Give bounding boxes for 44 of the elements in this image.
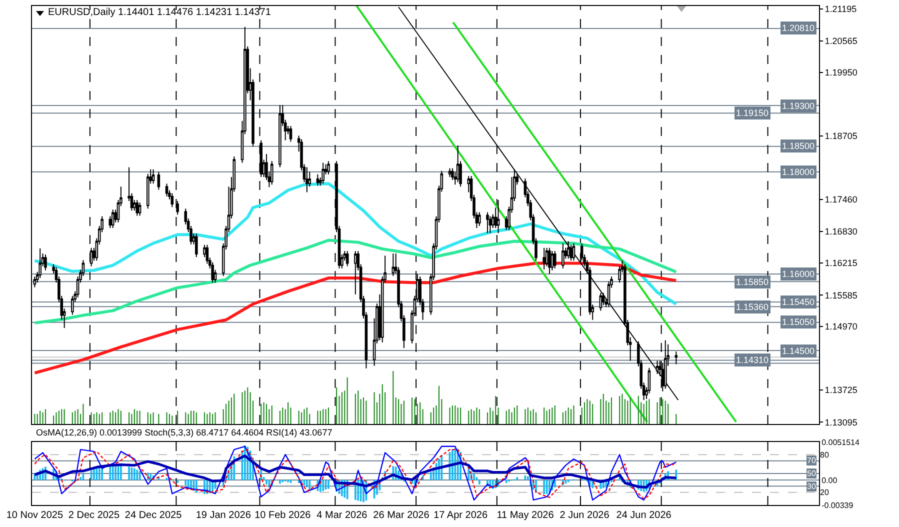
x-tick-label: 10 Feb 2026	[254, 510, 312, 521]
x-tick-label: 19 Jan 2026	[196, 510, 252, 521]
ref-line-label: 1.14500	[782, 346, 815, 356]
y-tick-label: 1.21195	[824, 4, 857, 14]
x-tick-label: 10 Nov 2025	[6, 510, 64, 521]
y-tick-label: 1.19950	[824, 68, 858, 78]
y-tick-label: 1.20565	[824, 36, 858, 46]
x-tick-label: 2 Jun 2026	[560, 510, 610, 521]
y-tick-label: 1.17460	[824, 194, 858, 205]
x-tick-label: 24 Jun 2026	[616, 510, 672, 521]
ref-line-label: 1.18000	[782, 167, 815, 177]
ref-line-label: 1.14310	[736, 355, 769, 365]
y2-tick-label: 20	[820, 488, 830, 498]
ref-line-label: 1.16000	[782, 269, 815, 279]
y-tick-label: 1.16830	[824, 226, 858, 237]
chart-title: EURUSD,Daily 1.14401 1.14476 1.14231 1.14371	[48, 7, 272, 18]
ref-line-label: 1.18500	[782, 141, 815, 151]
chart-title: OsMA(12,26,9) 0.0013999 Stoch(5,3,3) 68.4717 64.4604 RSI(14) 43.0677	[36, 427, 332, 438]
ref-line-label: 1.20810	[782, 23, 815, 33]
ref-line-label: 1.15050	[782, 317, 815, 327]
y2-tick-label: 80	[820, 450, 830, 460]
y-tick-label: 1.14970	[824, 322, 858, 332]
ref-line-label: 1.19300	[782, 101, 815, 111]
ref-line-label: 70	[807, 456, 816, 465]
x-tick-label: 17 Apr 2026	[434, 510, 488, 521]
ref-line-label: 1.15450	[782, 297, 815, 307]
ref-line-label: 50	[807, 469, 816, 478]
y-tick-label: 1.18705	[824, 131, 858, 142]
ref-line-label: 1.15360	[736, 302, 769, 312]
ref-line-label: 30	[807, 482, 816, 491]
y-tick-label: 1.15585	[824, 290, 858, 300]
y-tick-label: 1.16215	[824, 258, 858, 268]
x-tick-label: 24 Dec 2025	[124, 510, 182, 521]
y-tick-label: 1.13095	[824, 417, 858, 428]
x-tick-label: 2 Dec 2025	[68, 510, 120, 521]
x-tick-label: 11 May 2026	[496, 510, 554, 521]
y-tick-label: 0.00	[822, 476, 838, 485]
x-tick-label: 26 Mar 2026	[373, 510, 430, 521]
x-tick-label: 4 Mar 2026	[316, 510, 368, 521]
y-tick-label: -0.00339	[822, 500, 854, 510]
y-tick-label: 1.13725	[824, 385, 858, 396]
ref-line-label: 1.19150	[736, 108, 769, 118]
y-tick-label: 0.0051514	[822, 438, 860, 447]
ref-line-label: 1.15850	[736, 277, 769, 287]
